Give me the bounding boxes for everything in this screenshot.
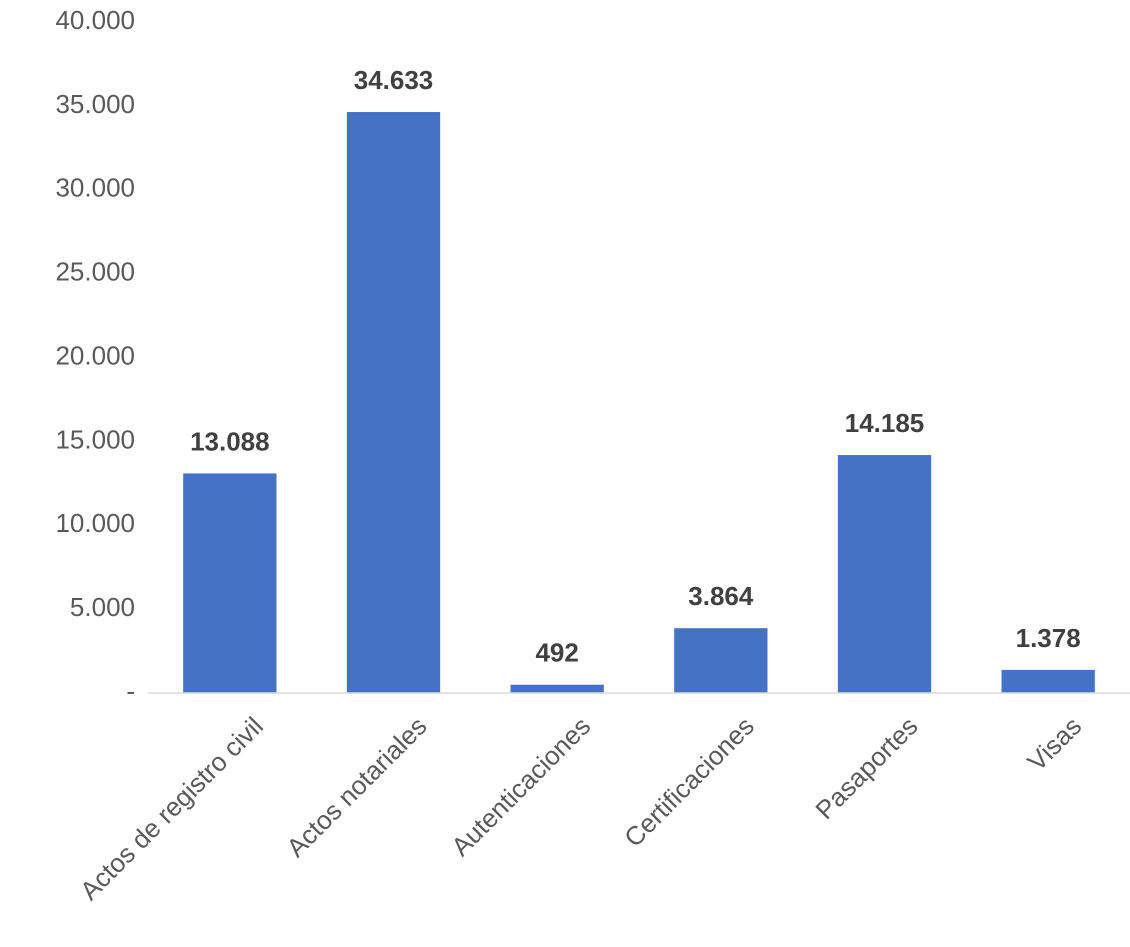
bar	[837, 455, 932, 693]
bar	[346, 112, 441, 693]
y-tick-label: 20.000	[55, 340, 135, 370]
y-tick-label: 30.000	[55, 173, 135, 203]
y-tick-label: 15.000	[55, 424, 135, 454]
x-tick-label: Pasaportes	[809, 711, 923, 825]
x-tick-label: Actos notariales	[281, 711, 433, 863]
value-label: 3.864	[688, 581, 754, 611]
y-tick-label: 40.000	[55, 5, 135, 35]
bar	[1001, 669, 1095, 693]
y-tick-label: 25.000	[55, 257, 135, 287]
bar	[183, 473, 277, 693]
y-tick-label: 10.000	[55, 508, 135, 538]
value-label: 14.185	[845, 408, 925, 438]
bar	[510, 684, 604, 693]
y-tick-label: 5.000	[70, 592, 135, 622]
bar	[674, 628, 768, 693]
x-tick-label: Actos de registro civil	[74, 711, 269, 906]
value-label: 1.378	[1016, 623, 1081, 653]
x-tick-label: Certificaciones	[618, 711, 760, 853]
value-label: 13.088	[190, 426, 270, 456]
x-tick-label: Visas	[1021, 711, 1087, 777]
y-tick-label: 35.000	[55, 89, 135, 119]
value-label: 34.633	[354, 65, 434, 95]
value-label: 492	[535, 638, 578, 668]
x-tick-label: Autenticaciones	[445, 711, 596, 862]
y-tick-label: -	[126, 676, 135, 706]
